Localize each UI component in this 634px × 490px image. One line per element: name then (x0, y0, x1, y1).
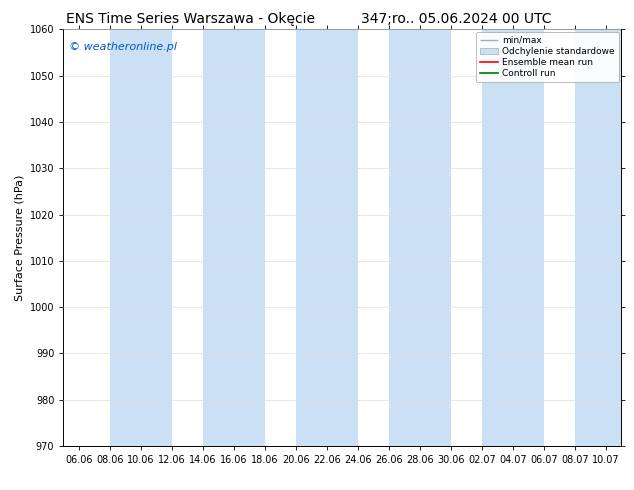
Bar (575, 29, 634, 446)
Text: 347;ro.. 05.06.2024 00 UTC: 347;ro.. 05.06.2024 00 UTC (361, 12, 552, 26)
Bar (203, 29, 265, 446)
Text: © weatheronline.pl: © weatheronline.pl (69, 42, 177, 52)
Bar (296, 29, 358, 446)
Bar (482, 29, 544, 446)
Bar (389, 29, 451, 446)
Y-axis label: Surface Pressure (hPa): Surface Pressure (hPa) (14, 174, 24, 301)
Bar (110, 29, 172, 446)
Legend: min/max, Odchylenie standardowe, Ensemble mean run, Controll run: min/max, Odchylenie standardowe, Ensembl… (476, 32, 619, 82)
Text: ENS Time Series Warszawa - Okęcie: ENS Time Series Warszawa - Okęcie (66, 12, 314, 26)
